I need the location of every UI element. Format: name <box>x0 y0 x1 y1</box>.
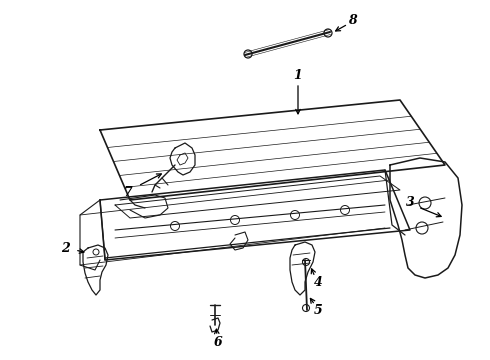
Text: 4: 4 <box>314 275 322 288</box>
Text: 5: 5 <box>314 303 322 316</box>
Text: 6: 6 <box>214 336 222 348</box>
Text: 1: 1 <box>294 68 302 81</box>
Text: 3: 3 <box>406 195 415 208</box>
Text: 8: 8 <box>347 14 356 27</box>
Text: 2: 2 <box>61 242 70 255</box>
Text: 7: 7 <box>123 185 132 198</box>
